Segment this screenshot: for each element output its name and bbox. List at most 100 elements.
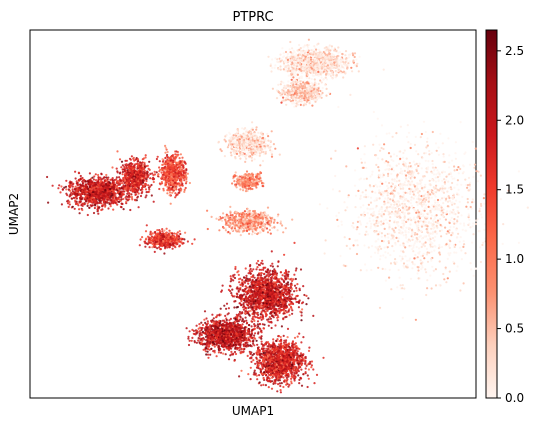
cell-point — [178, 182, 181, 185]
cell-point — [294, 269, 297, 272]
cell-point — [145, 224, 148, 227]
cell-point — [81, 202, 84, 205]
cell-point — [225, 329, 228, 332]
cell-point — [143, 172, 146, 175]
cell-point — [208, 338, 211, 341]
cell-point — [85, 193, 88, 196]
cell-point — [257, 313, 260, 317]
cell-point — [229, 340, 232, 343]
cell-point — [232, 329, 235, 332]
cell-point — [245, 339, 248, 342]
cell-point — [218, 314, 221, 317]
cell-point — [254, 332, 257, 335]
cell-point — [94, 179, 98, 182]
cell-point — [108, 192, 111, 196]
cell-point — [170, 177, 174, 181]
cell-point — [161, 163, 164, 166]
cell-point — [158, 170, 161, 173]
cell-point — [246, 345, 249, 348]
cell-point — [151, 172, 154, 175]
cell-point — [128, 195, 131, 198]
cell-point — [84, 197, 87, 200]
cell-point — [168, 191, 172, 194]
cell-point — [100, 173, 103, 176]
cell-point — [168, 172, 171, 175]
cell-point — [239, 316, 242, 319]
cell-point — [262, 268, 265, 271]
cell-point — [112, 188, 115, 191]
cell-point — [147, 190, 150, 194]
cell-point — [187, 343, 191, 347]
cell-point — [205, 317, 208, 320]
cell-point — [240, 299, 243, 303]
cell-point — [173, 232, 176, 235]
cell-point — [184, 161, 187, 164]
cell-point — [92, 191, 95, 194]
cell-point — [200, 326, 203, 330]
cell-point — [166, 150, 169, 154]
cell-point — [111, 181, 114, 184]
cell-point — [179, 153, 182, 156]
cell-point — [125, 164, 128, 167]
cell-point — [250, 275, 253, 279]
cell-point — [109, 188, 112, 191]
cell-point — [227, 336, 230, 339]
cell-point — [60, 185, 63, 188]
cell-point — [161, 175, 164, 178]
chart-title: PTPRC — [232, 10, 273, 25]
cell-point — [69, 193, 72, 196]
cell-point — [172, 170, 175, 173]
cell-point — [171, 232, 174, 235]
cell-point — [221, 337, 224, 340]
cell-point — [178, 157, 181, 160]
cell-point — [94, 204, 97, 207]
cell-point — [234, 346, 237, 350]
cell-point — [120, 166, 123, 169]
cell-point — [74, 177, 77, 180]
cell-point — [177, 175, 180, 178]
cell-point — [206, 340, 209, 343]
cell-point — [156, 155, 159, 158]
cell-point — [125, 195, 128, 198]
cell-point — [169, 168, 172, 171]
cell-point — [163, 252, 166, 255]
cell-point — [130, 169, 133, 173]
cell-point — [97, 184, 100, 187]
cell-point — [79, 174, 82, 178]
cell-point — [271, 262, 274, 265]
cell-point — [73, 207, 76, 210]
cell-point — [114, 201, 117, 204]
cell-point — [148, 236, 151, 239]
cell-point — [262, 266, 265, 269]
cell-point — [204, 332, 207, 335]
cell-point — [101, 192, 105, 196]
cell-point — [120, 198, 123, 201]
cell-point — [125, 159, 128, 162]
cell-point — [135, 193, 138, 196]
cell-point — [97, 190, 100, 193]
cell-point — [179, 232, 182, 236]
cell-point — [283, 310, 286, 313]
cell-point — [168, 243, 171, 246]
cell-point — [65, 179, 68, 182]
scatter-points — [46, 38, 529, 394]
cell-point — [123, 170, 126, 173]
cell-point — [170, 175, 173, 178]
cell-point — [119, 179, 122, 182]
cell-point — [92, 211, 96, 215]
cell-point — [137, 184, 140, 187]
cell-point — [279, 286, 282, 289]
cell-point — [254, 279, 258, 282]
cell-point — [206, 336, 210, 339]
cell-point — [136, 160, 139, 163]
cell-point — [292, 297, 295, 300]
cell-point — [116, 171, 119, 174]
cell-point — [74, 199, 77, 202]
cell-point — [244, 343, 247, 346]
cell-point — [81, 189, 84, 192]
cell-point — [63, 186, 66, 189]
cell-point — [230, 350, 233, 353]
cell-point — [221, 319, 224, 322]
cell-point — [270, 326, 273, 330]
cell-point — [202, 348, 205, 351]
